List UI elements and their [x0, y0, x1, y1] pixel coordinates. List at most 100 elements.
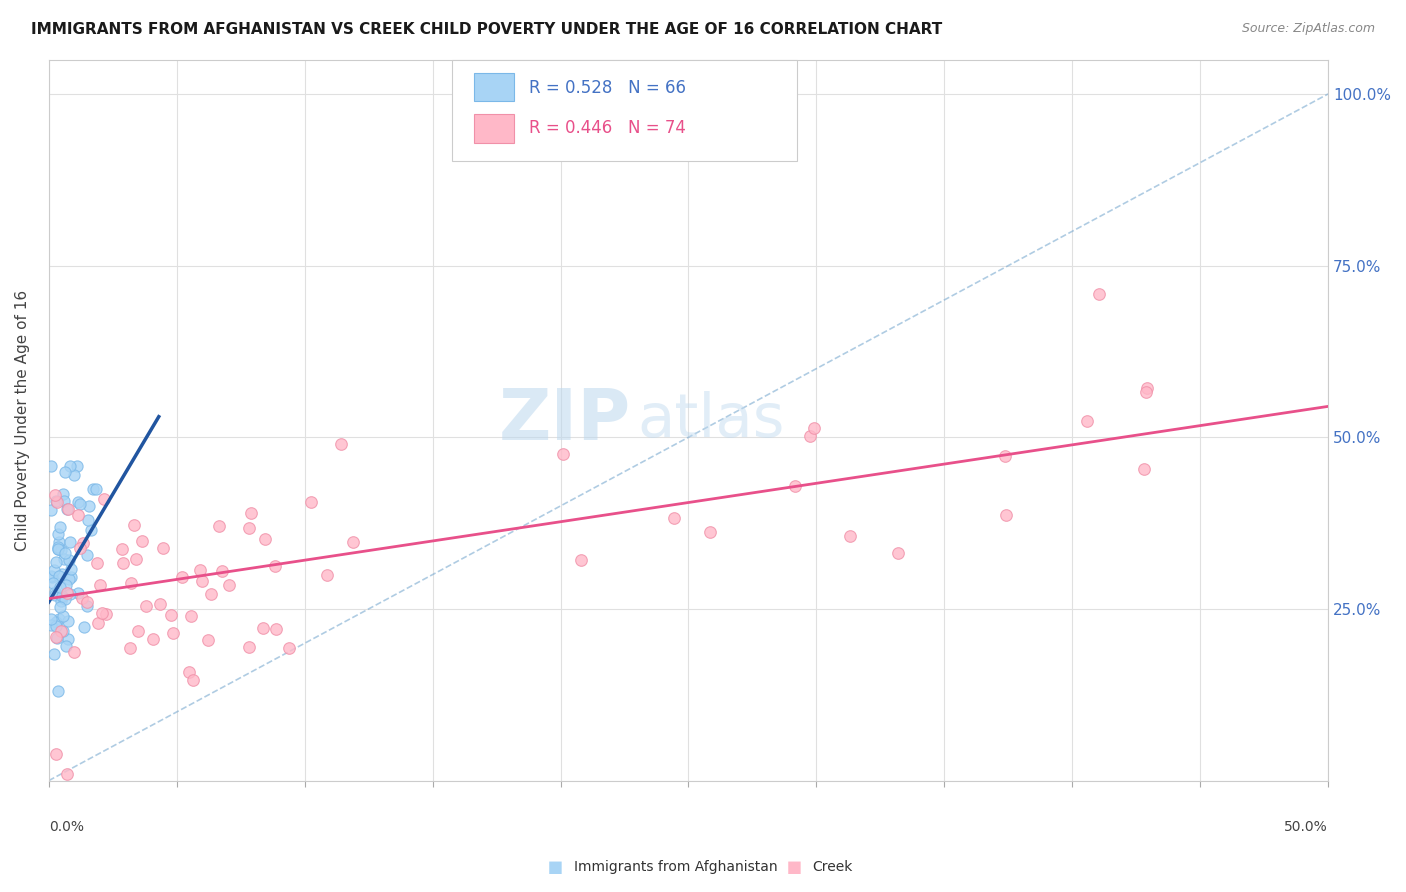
Point	[149, 597, 172, 611]
Point	[48, 599, 70, 614]
Text: R = 0.446   N = 74: R = 0.446 N = 74	[529, 120, 685, 137]
Text: 0.0%: 0.0%	[49, 821, 84, 834]
Point	[45, 615, 67, 630]
Point	[91, 606, 114, 620]
Y-axis label: Child Poverty Under the Age of 16: Child Poverty Under the Age of 16	[15, 290, 30, 550]
Point	[51, 590, 73, 604]
Point	[59, 587, 82, 601]
Point	[48, 569, 70, 583]
Point	[553, 447, 575, 461]
Point	[45, 631, 67, 645]
Point	[127, 624, 149, 638]
Text: ZIP: ZIP	[499, 385, 631, 455]
Point	[58, 553, 80, 567]
Point	[77, 500, 100, 514]
Point	[44, 563, 66, 577]
Point	[72, 536, 94, 550]
Point	[45, 619, 67, 633]
Text: 50.0%: 50.0%	[1285, 821, 1329, 834]
FancyBboxPatch shape	[474, 113, 515, 143]
Point	[49, 520, 72, 534]
Point	[1135, 384, 1157, 399]
Point	[66, 495, 89, 509]
Point	[46, 684, 69, 698]
Point	[49, 542, 72, 557]
Point	[569, 553, 592, 567]
Point	[94, 607, 117, 622]
Point	[52, 493, 75, 508]
Point	[208, 519, 231, 533]
Point	[181, 673, 204, 687]
FancyBboxPatch shape	[451, 60, 797, 161]
Point	[159, 607, 181, 622]
Point	[240, 506, 263, 520]
Point	[39, 503, 62, 517]
Point	[1087, 287, 1109, 301]
Point	[73, 620, 96, 634]
Text: ▪: ▪	[786, 855, 803, 879]
Point	[51, 589, 73, 603]
Point	[44, 588, 66, 602]
Point	[779, 107, 801, 121]
Point	[342, 535, 364, 549]
Point	[53, 546, 76, 560]
Text: IMMIGRANTS FROM AFGHANISTAN VS CREEK CHILD POVERTY UNDER THE AGE OF 16 CORRELATI: IMMIGRANTS FROM AFGHANISTAN VS CREEK CHI…	[31, 22, 942, 37]
Point	[41, 569, 63, 583]
Point	[238, 520, 260, 534]
Point	[44, 584, 66, 599]
Point	[45, 495, 67, 509]
Point	[191, 574, 214, 589]
Point	[315, 568, 337, 582]
Point	[80, 523, 103, 537]
Point	[799, 429, 821, 443]
Point	[200, 587, 222, 601]
Text: Creek: Creek	[813, 860, 853, 874]
Point	[44, 647, 66, 661]
Point	[56, 586, 79, 600]
Point	[252, 621, 274, 635]
Point	[994, 449, 1017, 463]
Point	[66, 459, 89, 474]
Point	[42, 576, 65, 591]
Point	[55, 578, 77, 592]
Point	[211, 564, 233, 578]
Point	[69, 541, 91, 556]
FancyBboxPatch shape	[474, 72, 515, 102]
Text: R = 0.528   N = 66: R = 0.528 N = 66	[529, 79, 686, 97]
Point	[46, 541, 69, 556]
Point	[58, 572, 80, 586]
Point	[45, 494, 67, 508]
Point	[839, 529, 862, 543]
Point	[76, 595, 98, 609]
Point	[60, 562, 83, 576]
Point	[188, 563, 211, 577]
Point	[170, 569, 193, 583]
Point	[55, 639, 77, 653]
Point	[51, 567, 73, 582]
Point	[122, 518, 145, 533]
Point	[67, 508, 90, 522]
Point	[52, 487, 75, 501]
Point	[112, 556, 135, 570]
Point	[1133, 461, 1156, 475]
Point	[44, 488, 66, 502]
Point	[111, 542, 134, 557]
Point	[56, 632, 79, 646]
Point	[76, 513, 98, 527]
Point	[662, 510, 685, 524]
Point	[87, 616, 110, 631]
Point	[52, 552, 75, 566]
Point	[131, 533, 153, 548]
Point	[46, 540, 69, 554]
Point	[76, 549, 98, 563]
Point	[84, 483, 107, 497]
Point	[162, 626, 184, 640]
Point	[180, 609, 202, 624]
Point	[53, 592, 76, 607]
Point	[49, 581, 72, 595]
Point	[56, 501, 79, 516]
Point	[56, 502, 79, 516]
Point	[51, 591, 73, 605]
Point	[179, 665, 201, 679]
Point	[56, 614, 79, 628]
